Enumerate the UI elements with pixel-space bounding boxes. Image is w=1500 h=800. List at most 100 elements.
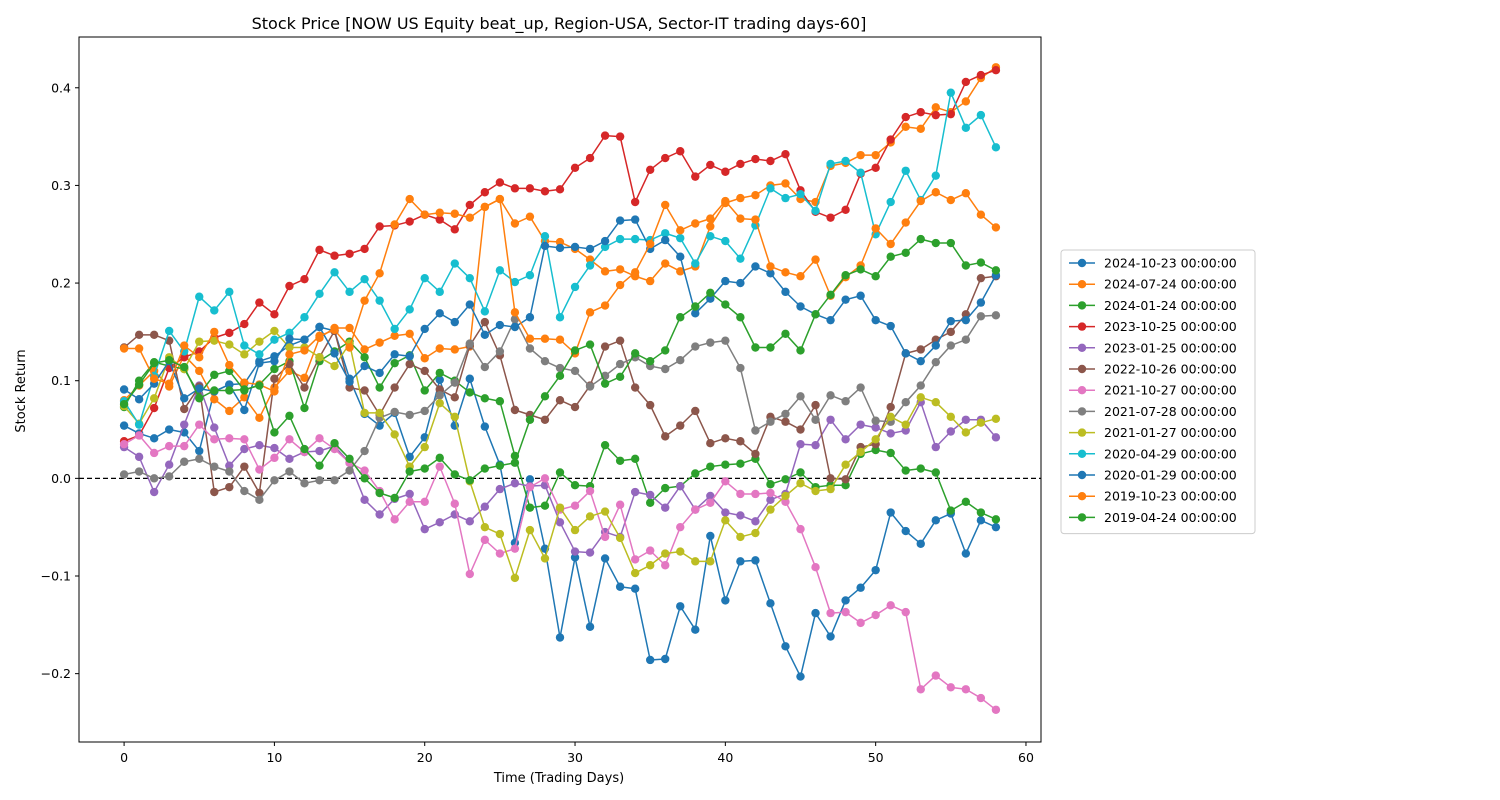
data-point [931,671,940,680]
data-point [420,386,429,395]
data-point [600,379,610,388]
data-point [240,444,249,454]
data-point [585,486,595,496]
data-point [270,364,279,374]
data-point [465,374,475,383]
data-point [736,363,745,373]
data-point [721,434,730,443]
data-point [691,342,700,351]
data-point [961,335,971,344]
legend-label: 2023-10-25 00:00:00 [1104,319,1237,334]
data-point [766,488,775,498]
data-point [706,338,715,347]
data-point [781,193,790,203]
data-point [766,480,775,489]
data-point [706,439,715,448]
data-point [781,409,790,419]
data-point [134,330,144,340]
data-point [931,357,940,367]
data-point [916,234,925,244]
legend-item: 2023-10-25 00:00:00 [1069,319,1237,334]
data-point [916,381,925,390]
data-point [255,440,264,450]
data-point [615,372,625,382]
data-point [661,364,670,374]
legend-label: 2019-10-23 00:00:00 [1104,489,1237,504]
data-point [164,460,174,469]
data-point [255,381,264,390]
legend-marker [1077,407,1087,416]
data-point [270,443,279,453]
data-point [405,489,414,499]
data-point [255,337,264,346]
data-point [450,225,459,234]
data-point [976,418,986,427]
data-point [630,234,640,244]
data-point [706,498,715,507]
data-point [390,220,399,229]
data-point [270,387,279,396]
data-point [134,452,144,462]
data-point [630,454,640,464]
data-point [480,317,490,327]
data-point [645,276,655,286]
data-point [195,454,204,464]
data-point [375,269,384,278]
data-point [991,433,1001,442]
data-point [480,307,490,316]
data-point [119,439,129,449]
data-point [345,249,354,258]
data-point [901,397,910,407]
data-point [450,378,459,387]
data-point [555,363,565,373]
legend-label: 2021-07-28 00:00:00 [1104,404,1237,419]
data-point [375,408,384,418]
data-point [315,245,324,255]
data-point [886,448,895,458]
data-point [630,197,640,207]
y-tick-label: 0.2 [51,276,71,291]
data-point [796,672,805,681]
data-point [330,476,339,485]
data-point [811,486,820,496]
legend-marker [1077,301,1087,310]
data-point [676,547,685,556]
data-point [630,568,640,578]
data-point [300,373,309,382]
data-point [360,296,369,305]
data-point [901,166,910,175]
data-point [916,107,925,117]
data-point [270,453,279,463]
data-point [961,123,971,133]
data-point [315,289,324,299]
data-point [420,497,429,506]
data-point [465,200,475,210]
legend-label: 2019-04-24 00:00:00 [1104,510,1237,525]
legend-label: 2020-01-29 00:00:00 [1104,468,1237,483]
data-point [976,693,986,703]
data-point [645,400,655,410]
data-point [149,330,159,340]
data-point [826,290,835,299]
data-point [360,446,369,456]
data-point [405,359,414,369]
data-point [736,511,745,520]
data-point [600,242,610,252]
data-point [661,654,670,664]
data-point [781,268,790,277]
data-point [495,266,505,275]
data-point [420,210,429,219]
data-point [841,156,850,166]
data-point [149,358,159,368]
data-point [871,565,880,575]
data-point [916,464,925,473]
data-point [360,466,369,475]
data-point [961,685,971,694]
data-point [225,461,234,470]
data-point [976,258,986,267]
data-point [270,476,279,485]
data-point [886,429,895,438]
data-point [841,596,850,605]
data-point [270,326,279,336]
data-point [375,383,384,392]
